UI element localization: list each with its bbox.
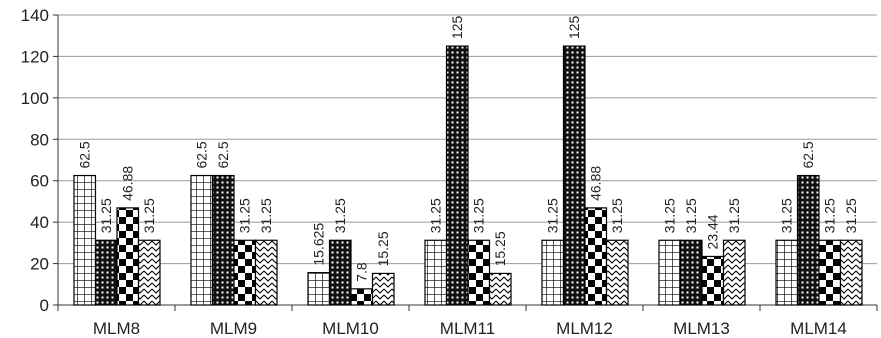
bar-mlm9-4 [254, 239, 278, 306]
data-label: 46.88 [588, 166, 604, 201]
bar-mlm14-2 [796, 174, 820, 306]
bar-mlm9-1 [190, 174, 214, 306]
bar-mlm8-1 [73, 174, 97, 306]
data-label: 62.5 [800, 141, 816, 168]
data-label: 31.25 [662, 198, 678, 233]
data-label: 7.8 [354, 262, 370, 282]
bars [73, 45, 863, 306]
data-label: 31.25 [843, 198, 859, 233]
data-label: 15.625 [311, 223, 327, 266]
data-label: 15.25 [375, 231, 391, 266]
bar-mlm12-1 [541, 239, 565, 306]
bar-mlm13-2 [679, 239, 703, 306]
data-label: 46.88 [120, 166, 136, 201]
data-label: 31.25 [332, 198, 348, 233]
data-label: 125 [449, 15, 465, 39]
data-label: 31.25 [428, 198, 444, 233]
bar-mlm14-1 [775, 239, 799, 306]
y-tick-label: 0 [40, 296, 49, 315]
bar-mlm12-3 [584, 207, 608, 306]
bar-mlm9-3 [233, 239, 257, 306]
bar-mlm10-2 [328, 239, 352, 306]
x-tick-label: MLM14 [790, 319, 847, 338]
data-label: 31.25 [258, 198, 274, 233]
bar-mlm8-2 [94, 239, 118, 306]
bar-mlm11-3 [467, 239, 491, 306]
bar-mlm9-2 [211, 174, 235, 306]
x-tick-label: MLM13 [673, 319, 730, 338]
bar-mlm8-3 [116, 207, 140, 306]
data-labels: 62.5 31.25 46.88 31.25 62.5 62.5 31.25 31.25 15.… [77, 15, 860, 281]
bar-mlm13-4 [722, 239, 746, 306]
y-tick-label: 120 [21, 47, 49, 66]
bar-mlm11-4 [488, 272, 512, 306]
y-tick-label: 100 [21, 89, 49, 108]
bar-mlm11-1 [424, 239, 448, 306]
data-label: 31.25 [609, 198, 625, 233]
bar-mlm12-2 [562, 45, 586, 306]
y-tick-label: 40 [30, 213, 49, 232]
x-tick-label: MLM10 [322, 319, 379, 338]
y-tick-label: 80 [30, 130, 49, 149]
data-label: 23.44 [705, 214, 721, 249]
data-label: 31.25 [822, 198, 838, 233]
bar-mlm12-4 [605, 239, 629, 306]
data-label: 15.25 [492, 231, 508, 266]
data-label: 62.5 [77, 141, 93, 168]
bar-mlm10-4 [371, 272, 395, 306]
data-label: 62.5 [194, 141, 210, 168]
bar-mlm14-4 [839, 239, 863, 306]
y-tick-label: 60 [30, 172, 49, 191]
x-tick-label: MLM12 [556, 319, 613, 338]
bar-mlm13-1 [658, 239, 682, 306]
data-label: 31.25 [545, 198, 561, 233]
bar-mlm10-3 [350, 288, 374, 306]
data-label: 31.25 [683, 198, 699, 233]
data-label: 31.25 [779, 198, 795, 233]
y-tick-label: 20 [30, 255, 49, 274]
bar-mlm14-3 [818, 239, 842, 306]
data-label: 31.25 [726, 198, 742, 233]
data-label: 62.5 [215, 141, 231, 168]
bar-mlm8-4 [137, 239, 161, 306]
data-label: 31.25 [237, 198, 253, 233]
bar-mlm10-1 [307, 272, 331, 306]
y-tick-label: 140 [21, 6, 49, 25]
data-label: 31.25 [141, 198, 157, 233]
x-tick-label: MLM8 [93, 319, 140, 338]
x-tick-label: MLM9 [210, 319, 257, 338]
data-label: 31.25 [98, 198, 114, 233]
data-label: 31.25 [471, 198, 487, 233]
x-tick-label: MLM11 [440, 319, 495, 338]
data-label: 125 [566, 15, 582, 39]
bar-mlm11-2 [445, 45, 469, 306]
bar-mlm13-3 [701, 255, 725, 306]
